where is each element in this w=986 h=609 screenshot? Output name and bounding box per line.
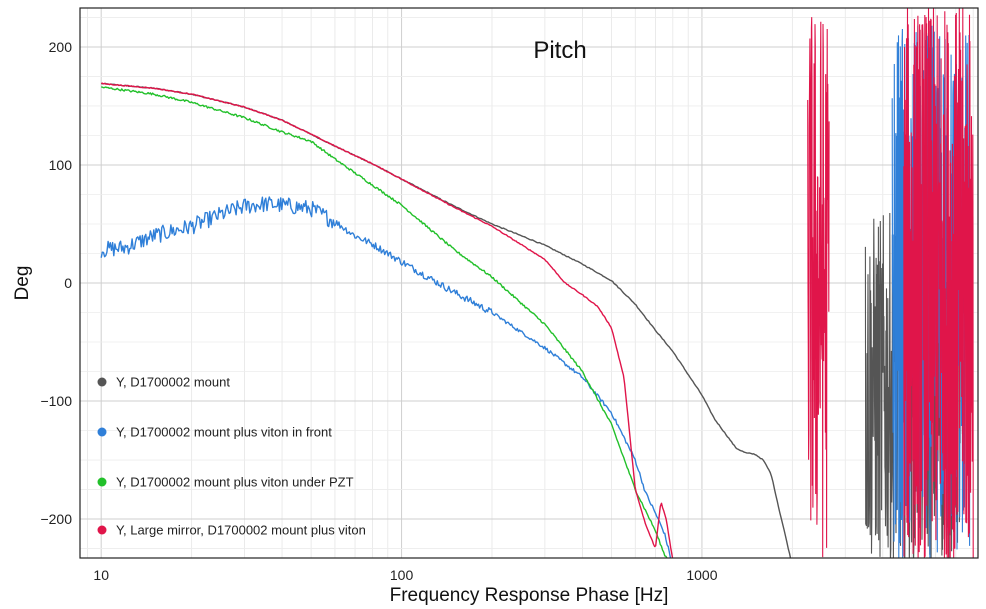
legend-label: Y, D1700002 mount plus viton in front (116, 425, 332, 440)
y-tick-label: 0 (64, 275, 72, 291)
y-tick-label: −200 (40, 511, 72, 527)
plot-frame (79, 7, 979, 559)
legend-label: Y, Large mirror, D1700002 mount plus vit… (116, 523, 366, 538)
noise-trace (807, 17, 830, 558)
legend-entry: Y, D1700002 mount plus viton in front (97, 425, 332, 440)
y-axis-label: Deg (12, 266, 33, 301)
x-tick-labels: 10 100 1000 (93, 567, 717, 583)
legend-entry: Y, D1700002 mount (97, 375, 230, 390)
legend: Y, D1700002 mount Y, D1700002 mount plus … (97, 375, 366, 538)
legend-label: Y, D1700002 mount (116, 375, 230, 390)
legend-swatch (97, 477, 107, 487)
x-tick-label: 100 (390, 567, 414, 583)
series-line (100, 196, 672, 558)
series-line (101, 82, 674, 558)
legend-swatch (97, 427, 107, 437)
y-tick-label: 100 (49, 157, 73, 173)
legend-label: Y, D1700002 mount plus viton under PZT (116, 475, 354, 490)
legend-swatch (97, 377, 107, 387)
noise-region (807, 8, 974, 558)
x-axis-label: Frequency Response Phase [Hz] (390, 585, 669, 606)
x-tick-label: 1000 (686, 567, 717, 583)
y-tick-label: 200 (49, 39, 73, 55)
chart-title: Pitch (533, 37, 586, 64)
y-tick-label: −100 (40, 393, 72, 409)
legend-entry: Y, Large mirror, D1700002 mount plus vit… (97, 523, 366, 538)
series-layer (100, 82, 792, 558)
legend-entry: Y, D1700002 mount plus viton under PZT (97, 475, 354, 490)
y-tick-labels: −200 −100 0 100 200 (40, 39, 72, 527)
noise-trace (903, 8, 974, 558)
series-line (101, 86, 668, 558)
x-tick-label: 10 (93, 567, 109, 583)
legend-swatch (97, 525, 107, 535)
